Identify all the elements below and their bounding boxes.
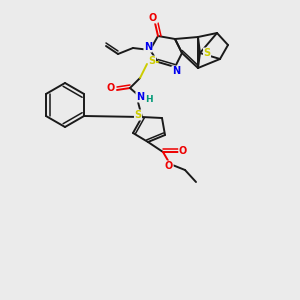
Text: O: O xyxy=(107,83,115,93)
Text: O: O xyxy=(165,161,173,171)
Text: N: N xyxy=(144,42,152,52)
Text: S: S xyxy=(203,48,211,58)
Text: N: N xyxy=(172,66,180,76)
Text: N: N xyxy=(136,92,144,102)
Text: O: O xyxy=(179,146,187,156)
Text: H: H xyxy=(145,94,153,103)
Text: O: O xyxy=(149,13,157,23)
Text: S: S xyxy=(134,110,142,120)
Text: S: S xyxy=(148,56,156,66)
